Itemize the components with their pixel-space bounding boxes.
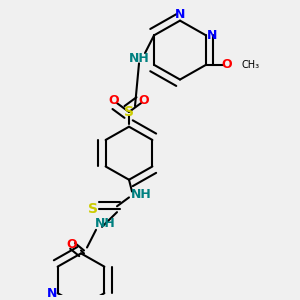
Text: O: O xyxy=(139,94,149,107)
Text: NH: NH xyxy=(129,52,149,65)
Text: S: S xyxy=(88,202,98,216)
Text: N: N xyxy=(175,8,185,21)
Text: S: S xyxy=(124,105,134,119)
Text: O: O xyxy=(67,238,77,251)
Text: NH: NH xyxy=(94,218,116,230)
Text: CH₃: CH₃ xyxy=(242,60,260,70)
Text: O: O xyxy=(222,58,232,71)
Text: NH: NH xyxy=(130,188,152,201)
Text: N: N xyxy=(46,287,57,300)
Text: N: N xyxy=(207,29,217,42)
Text: O: O xyxy=(109,94,119,107)
